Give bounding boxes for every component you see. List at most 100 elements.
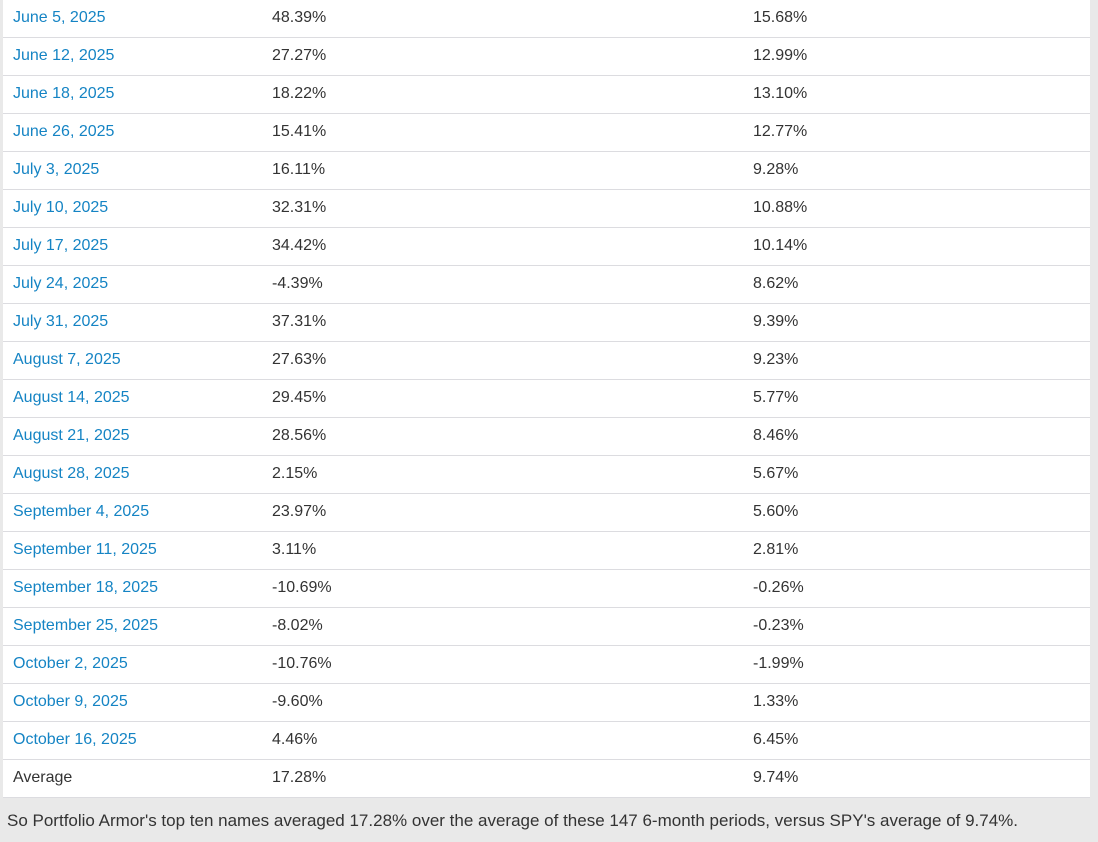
- spy-return-cell: 9.23%: [743, 341, 1090, 380]
- table-row: September 25, 2025 -8.02% -0.23%: [3, 607, 1090, 646]
- date-cell: July 17, 2025: [3, 227, 262, 266]
- spy-return-cell: 13.10%: [743, 75, 1090, 114]
- spy-return-cell: 2.81%: [743, 531, 1090, 570]
- table-row: October 16, 2025 4.46% 6.45%: [3, 721, 1090, 760]
- spy-return-cell: 5.67%: [743, 455, 1090, 494]
- table-row: July 10, 2025 32.31% 10.88%: [3, 189, 1090, 228]
- table-row: July 31, 2025 37.31% 9.39%: [3, 303, 1090, 342]
- date-cell: August 21, 2025: [3, 417, 262, 456]
- date-cell: September 18, 2025: [3, 569, 262, 608]
- table-row: September 11, 2025 3.11% 2.81%: [3, 531, 1090, 570]
- summary-text: So Portfolio Armor's top ten names avera…: [7, 811, 1019, 830]
- table-row: October 2, 2025 -10.76% -1.99%: [3, 645, 1090, 684]
- spy-return-cell: 5.60%: [743, 493, 1090, 532]
- date-link[interactable]: July 10, 2025: [13, 199, 109, 216]
- date-link[interactable]: September 11, 2025: [13, 541, 157, 558]
- table-row: June 26, 2025 15.41% 12.77%: [3, 113, 1090, 152]
- table-body: June 5, 2025 48.39% 15.68% June 12, 2025…: [3, 0, 1090, 760]
- date-cell: July 3, 2025: [3, 151, 262, 190]
- spy-return-cell: -0.26%: [743, 569, 1090, 608]
- top-names-return-cell: 16.11%: [262, 151, 743, 190]
- date-link[interactable]: August 14, 2025: [13, 389, 130, 406]
- spy-return-cell: 8.46%: [743, 417, 1090, 456]
- top-names-return-cell: -4.39%: [262, 265, 743, 304]
- spy-return-cell: 15.68%: [743, 0, 1090, 38]
- date-link[interactable]: September 18, 2025: [13, 579, 158, 596]
- table-row: August 28, 2025 2.15% 5.67%: [3, 455, 1090, 494]
- date-link[interactable]: July 3, 2025: [13, 161, 100, 178]
- top-names-return-cell: 18.22%: [262, 75, 743, 114]
- date-cell: October 9, 2025: [3, 683, 262, 722]
- date-cell: September 4, 2025: [3, 493, 262, 532]
- date-link[interactable]: October 16, 2025: [13, 731, 137, 748]
- top-names-return-cell: 2.15%: [262, 455, 743, 494]
- date-cell: September 11, 2025: [3, 531, 262, 570]
- table-row: October 9, 2025 -9.60% 1.33%: [3, 683, 1090, 722]
- spy-return-cell: 9.28%: [743, 151, 1090, 190]
- date-link[interactable]: October 2, 2025: [13, 655, 128, 672]
- date-link[interactable]: June 26, 2025: [13, 123, 115, 140]
- average-spy-return: 9.74%: [743, 759, 1090, 798]
- date-link[interactable]: July 17, 2025: [13, 237, 109, 254]
- spy-return-cell: 6.45%: [743, 721, 1090, 760]
- date-link[interactable]: August 28, 2025: [13, 465, 130, 482]
- date-cell: July 31, 2025: [3, 303, 262, 342]
- top-names-return-cell: -8.02%: [262, 607, 743, 646]
- table-row: June 12, 2025 27.27% 12.99%: [3, 37, 1090, 76]
- top-names-return-cell: 23.97%: [262, 493, 743, 532]
- table-footer: Average 17.28% 9.74%: [3, 759, 1090, 798]
- date-cell: August 7, 2025: [3, 341, 262, 380]
- spy-return-cell: -1.99%: [743, 645, 1090, 684]
- date-cell: August 14, 2025: [3, 379, 262, 418]
- top-names-return-cell: 3.11%: [262, 531, 743, 570]
- table-row: July 3, 2025 16.11% 9.28%: [3, 151, 1090, 190]
- date-cell: June 5, 2025: [3, 0, 262, 38]
- top-names-return-cell: -10.76%: [262, 645, 743, 684]
- table-row: August 21, 2025 28.56% 8.46%: [3, 417, 1090, 456]
- top-names-return-cell: 4.46%: [262, 721, 743, 760]
- date-cell: August 28, 2025: [3, 455, 262, 494]
- top-names-return-cell: 29.45%: [262, 379, 743, 418]
- date-cell: June 18, 2025: [3, 75, 262, 114]
- date-link[interactable]: August 7, 2025: [13, 351, 121, 368]
- top-names-return-cell: 34.42%: [262, 227, 743, 266]
- average-top-names-return: 17.28%: [262, 759, 743, 798]
- spy-return-cell: 12.77%: [743, 113, 1090, 152]
- date-link[interactable]: August 21, 2025: [13, 427, 130, 444]
- spy-return-cell: 10.14%: [743, 227, 1090, 266]
- table-row: July 24, 2025 -4.39% 8.62%: [3, 265, 1090, 304]
- date-cell: July 10, 2025: [3, 189, 262, 228]
- spy-return-cell: 5.77%: [743, 379, 1090, 418]
- spy-return-cell: 9.39%: [743, 303, 1090, 342]
- date-cell: October 2, 2025: [3, 645, 262, 684]
- table-row: September 4, 2025 23.97% 5.60%: [3, 493, 1090, 532]
- date-link[interactable]: July 24, 2025: [13, 275, 109, 292]
- table-row: August 14, 2025 29.45% 5.77%: [3, 379, 1090, 418]
- date-link[interactable]: September 4, 2025: [13, 503, 150, 520]
- table-row: June 18, 2025 18.22% 13.10%: [3, 75, 1090, 114]
- date-link[interactable]: June 12, 2025: [13, 47, 115, 64]
- average-row: Average 17.28% 9.74%: [3, 759, 1090, 798]
- date-cell: June 12, 2025: [3, 37, 262, 76]
- top-names-return-cell: -10.69%: [262, 569, 743, 608]
- date-link[interactable]: October 9, 2025: [13, 693, 128, 710]
- spy-return-cell: 8.62%: [743, 265, 1090, 304]
- table-row: August 7, 2025 27.63% 9.23%: [3, 341, 1090, 380]
- top-names-return-cell: 28.56%: [262, 417, 743, 456]
- spy-return-cell: 10.88%: [743, 189, 1090, 228]
- date-link[interactable]: July 31, 2025: [13, 313, 109, 330]
- top-names-return-cell: 27.27%: [262, 37, 743, 76]
- top-names-return-cell: 32.31%: [262, 189, 743, 228]
- spy-return-cell: -0.23%: [743, 607, 1090, 646]
- top-names-return-cell: 15.41%: [262, 113, 743, 152]
- date-link[interactable]: June 5, 2025: [13, 9, 106, 26]
- date-link[interactable]: June 18, 2025: [13, 85, 115, 102]
- spy-return-cell: 1.33%: [743, 683, 1090, 722]
- date-link[interactable]: September 25, 2025: [13, 617, 158, 634]
- top-names-return-cell: 48.39%: [262, 0, 743, 38]
- date-cell: July 24, 2025: [3, 265, 262, 304]
- top-names-return-cell: 37.31%: [262, 303, 743, 342]
- table-row: June 5, 2025 48.39% 15.68%: [3, 0, 1090, 38]
- date-cell: October 16, 2025: [3, 721, 262, 760]
- average-label: Average: [3, 759, 262, 798]
